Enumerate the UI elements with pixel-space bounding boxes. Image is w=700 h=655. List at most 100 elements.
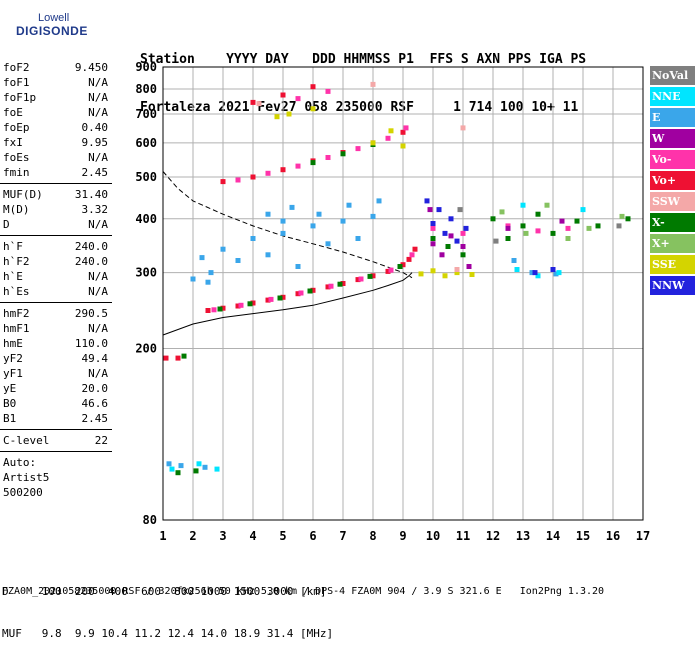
- echo-point: [340, 151, 346, 157]
- legend-item-sse: SSE: [650, 255, 695, 274]
- echo-point: [625, 216, 631, 222]
- echo-point: [310, 84, 316, 90]
- echo-series: [499, 202, 625, 241]
- echo-point: [523, 230, 529, 236]
- echo-point: [328, 283, 334, 289]
- param-value: 49.4: [81, 352, 109, 365]
- param-value: 9.450: [74, 61, 108, 74]
- echo-series: [424, 198, 556, 276]
- echo-point: [556, 270, 562, 276]
- y-tick-label: 900: [135, 60, 157, 74]
- x-tick-label: 14: [546, 529, 560, 543]
- echo-point: [340, 218, 346, 224]
- param-key: fxI: [3, 136, 23, 149]
- param-key: h`F2: [3, 255, 30, 268]
- legend-item-vo: Vo+: [650, 171, 695, 190]
- param-value: 240.0: [74, 240, 108, 253]
- param-value: N/A: [88, 218, 108, 231]
- echo-series: [175, 142, 631, 476]
- param-group-virtual-heights: h`F 240.0 h`F2 240.0 h`E N/A h`Es N/A: [0, 239, 112, 299]
- echo-series: [166, 198, 559, 470]
- param-value: 2.45: [81, 412, 109, 425]
- echo-point: [439, 252, 445, 258]
- param-value: 2.45: [81, 166, 109, 179]
- auto-label: Auto:: [3, 456, 37, 469]
- echo-point: [193, 468, 199, 474]
- echo-point: [238, 302, 244, 308]
- x-tick-label: 9: [399, 529, 406, 543]
- param-value: N/A: [88, 285, 108, 298]
- echo-point: [403, 125, 409, 131]
- echo-point: [544, 202, 550, 208]
- echo-point: [511, 258, 517, 263]
- echo-point: [520, 202, 526, 208]
- profile-dashed-line: [162, 171, 413, 279]
- param-key: hmF2: [3, 307, 30, 320]
- param-value: 110.0: [74, 337, 108, 350]
- echo-point: [454, 238, 460, 244]
- param-key: yE: [3, 382, 17, 395]
- echo-series: [427, 207, 565, 269]
- echo-point: [559, 218, 565, 224]
- param-row-d: D N/A: [0, 217, 112, 232]
- echo-point: [463, 225, 469, 231]
- echo-point: [265, 211, 271, 217]
- x-tick-label: 2: [189, 529, 196, 543]
- param-row-clevel: C-level 22: [0, 433, 112, 448]
- plot-frame: [162, 66, 644, 521]
- echo-point: [355, 146, 361, 152]
- param-key: D: [3, 218, 10, 231]
- file-info-footer: FZA0M_2021058235000.RSF / 320fx256h 50 k…: [2, 586, 605, 597]
- param-key: yF2: [3, 352, 23, 365]
- divider: [0, 429, 112, 430]
- echo-point: [355, 277, 361, 283]
- echo-point: [310, 106, 316, 112]
- legend-item-noval: NoVal: [650, 66, 695, 85]
- profile-solid-line: [162, 272, 413, 336]
- echo-point: [565, 236, 571, 241]
- echo-point: [448, 216, 454, 222]
- echo-point: [430, 236, 436, 241]
- param-value: 290.5: [74, 307, 108, 320]
- x-tick-label: 11: [456, 529, 470, 543]
- echo-point: [430, 221, 436, 226]
- ionogram-chart: 1 2 3 4 5 6 7 8 9 10 11 12 13 14 15 16 17 80200300400500…: [135, 60, 650, 543]
- echo-point: [340, 281, 346, 286]
- param-group-profile: hmF2 290.5 hmF1 N/A hmE 110.0 yF2 49.4 yF1 N/A yE 2…: [0, 306, 112, 426]
- param-key: M(D): [3, 203, 30, 216]
- echo-point: [535, 228, 541, 234]
- divider: [0, 302, 112, 303]
- echo-point: [166, 461, 172, 467]
- echo-point: [280, 218, 286, 224]
- digisonde-logo: Lowell DIGISONDE: [0, 0, 87, 44]
- echo-point: [493, 238, 499, 244]
- echo-point: [385, 135, 391, 141]
- param-value: 0.40: [81, 121, 109, 134]
- echo-point: [181, 353, 187, 359]
- echo-point: [298, 290, 304, 296]
- echo-point: [565, 225, 571, 231]
- autoscaler-version: 500200: [3, 486, 43, 499]
- echo-point: [505, 236, 511, 241]
- echo-point: [460, 244, 466, 249]
- echo-point: [286, 111, 292, 117]
- param-row-fmin: fmin 2.45: [0, 165, 112, 180]
- echo-point: [178, 463, 184, 469]
- divider: [0, 451, 112, 452]
- param-value: N/A: [88, 76, 108, 89]
- echo-point: [448, 233, 454, 239]
- x-tick-label: 17: [636, 529, 650, 543]
- echo-point: [268, 296, 274, 302]
- chart-axes: [162, 66, 644, 521]
- x-tick-label: 6: [309, 529, 316, 543]
- param-value: 31.40: [74, 188, 108, 201]
- echo-point: [409, 252, 415, 258]
- echo-point: [445, 244, 451, 249]
- divider: [0, 235, 112, 236]
- echo-series: [163, 84, 418, 361]
- echo-point: [175, 355, 181, 361]
- echo-point: [358, 276, 364, 282]
- echo-point: [205, 279, 211, 285]
- param-row-b1: B1 2.45: [0, 411, 112, 426]
- param-row-fxi: fxI 9.95: [0, 135, 112, 150]
